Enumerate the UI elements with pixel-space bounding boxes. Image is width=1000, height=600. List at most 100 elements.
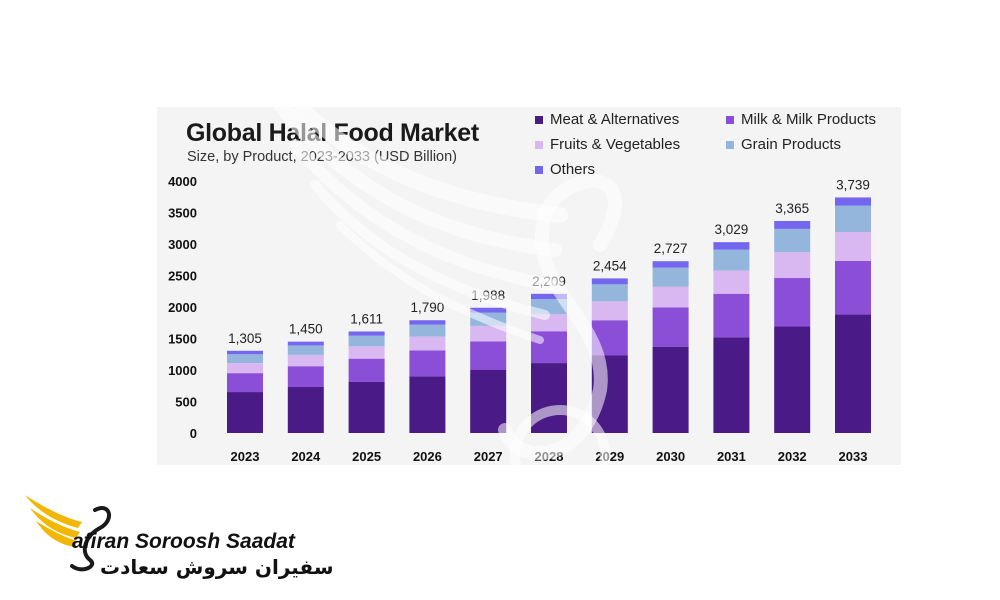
swirl-icon (70, 506, 111, 572)
bar-segment-grain-products (652, 267, 689, 287)
bar-segment-milk-milk-products (409, 350, 446, 377)
bar-total-label: 3,365 (775, 201, 809, 216)
bar-total-label: 1,790 (411, 300, 445, 315)
bar-segment-milk-milk-products (713, 293, 750, 338)
bar-segment-others (409, 320, 446, 325)
y-tick-label: 2500 (168, 269, 197, 284)
legend-label: Fruits & Vegetables (550, 136, 681, 153)
bar-segment-meat-alternatives (774, 326, 811, 433)
bar-segment-milk-milk-products (774, 278, 811, 327)
bar-segment-fruits-vegetables (652, 286, 689, 308)
bar-segment-meat-alternatives (591, 355, 628, 433)
bar-total-label: 1,450 (289, 322, 323, 337)
bar-segment-milk-milk-products (470, 341, 507, 370)
brand-name-fa: سفیران سروش سعادت (100, 555, 334, 579)
x-tick-label: 2026 (413, 449, 442, 464)
bar-total-label: 2,727 (654, 241, 688, 256)
bar-segment-meat-alternatives (287, 387, 324, 433)
bar-total-label: 2,209 (532, 274, 566, 289)
bar-segment-grain-products (348, 335, 385, 347)
bar-segment-fruits-vegetables (713, 270, 750, 294)
bar-segment-fruits-vegetables (591, 301, 628, 321)
bar-segment-meat-alternatives (531, 363, 567, 433)
x-tick-label: 2030 (656, 449, 685, 464)
bar-segment-fruits-vegetables (227, 363, 263, 374)
bar-segment-meat-alternatives (227, 392, 263, 433)
y-tick-label: 3000 (168, 237, 197, 252)
y-tick-label: 4000 (168, 174, 197, 189)
bar-segment-others (774, 221, 811, 229)
bar-segment-milk-milk-products (835, 261, 871, 315)
bar-segment-milk-milk-products (227, 373, 263, 393)
bar-segment-fruits-vegetables (348, 346, 385, 359)
bar-segment-grain-products (713, 249, 750, 271)
bar-segment-others (835, 197, 871, 206)
bar-segment-meat-alternatives (348, 381, 385, 433)
brand-name: afiran Soroosh Saadat (72, 530, 295, 553)
bar-segment-meat-alternatives (713, 337, 750, 433)
wing-icon (25, 495, 82, 547)
bar-segment-fruits-vegetables (835, 232, 871, 262)
bar-total-label: 2,454 (593, 258, 627, 273)
bar-total-label: 1,305 (228, 331, 262, 346)
bar-segment-grain-products (591, 284, 628, 302)
bar-segment-fruits-vegetables (470, 325, 507, 342)
bar-segment-meat-alternatives (409, 376, 446, 433)
y-tick-label: 3500 (168, 206, 197, 221)
bar-segment-milk-milk-products (287, 366, 324, 388)
bar-segment-others (713, 242, 750, 250)
bar-segment-grain-products (409, 324, 446, 337)
bar-segment-others (227, 350, 263, 355)
bar-segment-others (287, 341, 324, 346)
x-tick-label: 2029 (595, 449, 624, 464)
x-tick-label: 2031 (717, 449, 746, 464)
bar-total-label: 3,739 (836, 177, 870, 192)
x-tick-label: 2027 (474, 449, 503, 464)
legend-label: Milk & Milk Products (741, 111, 877, 128)
x-tick-label: 2025 (352, 449, 381, 464)
bar-segment-meat-alternatives (835, 314, 871, 433)
bar-segment-meat-alternatives (470, 370, 507, 433)
bar-segment-milk-milk-products (531, 331, 567, 364)
brand-logo (25, 495, 111, 572)
legend-swatch (726, 115, 734, 124)
bar-segment-milk-milk-products (348, 358, 385, 382)
bar-total-label: 1,611 (350, 312, 383, 327)
bar-segment-fruits-vegetables (409, 336, 446, 351)
y-tick-label: 1500 (168, 332, 197, 347)
x-tick-label: 2032 (778, 449, 807, 464)
bar-total-label: 1,988 (471, 288, 505, 303)
bar-segment-grain-products (774, 228, 811, 253)
bar-segment-grain-products (470, 312, 507, 326)
legend-item: Grain Products (726, 136, 841, 153)
x-tick-label: 2023 (231, 449, 260, 464)
y-tick-label: 2000 (168, 300, 197, 315)
bar-segment-others (531, 293, 567, 300)
bar-segment-grain-products (227, 354, 263, 364)
legend-label: Meat & Alternatives (550, 111, 680, 128)
bar-segment-milk-milk-products (652, 307, 689, 347)
bar-segment-fruits-vegetables (287, 354, 324, 367)
bar-segment-grain-products (287, 345, 324, 355)
y-tick-label: 1000 (168, 363, 197, 378)
y-tick-label: 500 (175, 395, 197, 410)
bar-segment-others (470, 307, 507, 313)
x-tick-label: 2033 (839, 449, 868, 464)
bar-segment-grain-products (835, 205, 871, 233)
x-tick-label: 2028 (535, 449, 564, 464)
bar-segment-others (652, 261, 689, 268)
bar-segment-milk-milk-products (591, 320, 628, 356)
legend-label: Grain Products (741, 136, 842, 153)
bar-segment-others (591, 278, 628, 285)
bar-segment-fruits-vegetables (531, 314, 567, 332)
bar-segment-grain-products (531, 299, 567, 315)
bar-segment-others (348, 331, 385, 336)
bar-segment-meat-alternatives (652, 346, 689, 433)
legend-swatch (726, 140, 734, 149)
x-tick-label: 2024 (291, 449, 321, 464)
bar-total-label: 3,029 (715, 222, 749, 237)
bar-segment-fruits-vegetables (774, 252, 811, 279)
y-tick-label: 0 (190, 426, 197, 441)
legend-item: Milk & Milk Products (726, 111, 876, 128)
